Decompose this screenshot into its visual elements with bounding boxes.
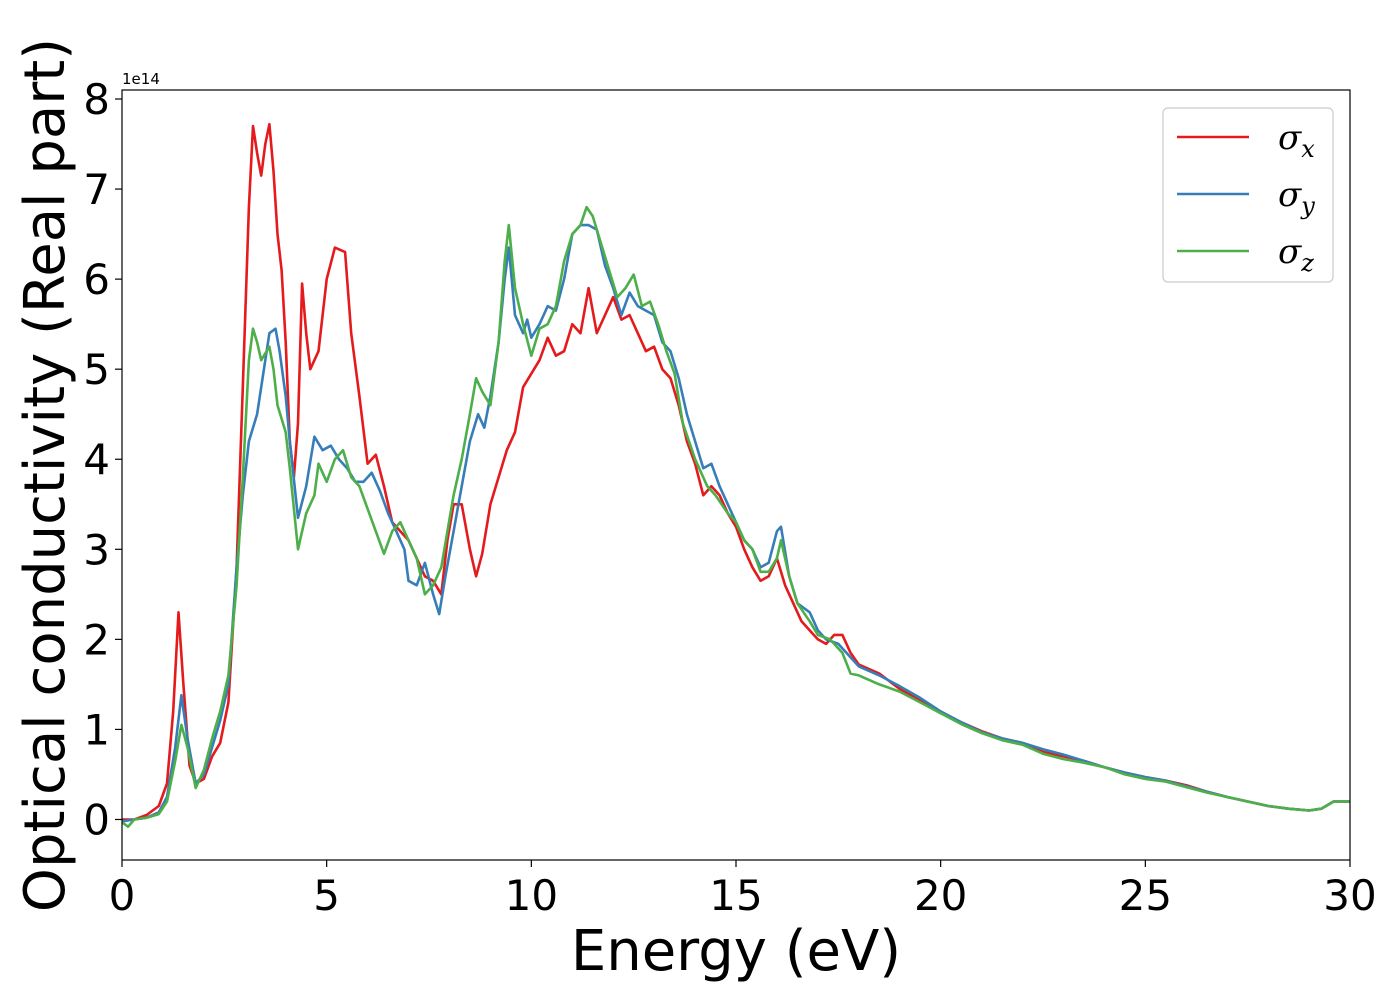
x-axis-title: Energy (eV) (571, 919, 901, 984)
y-tick-label: 8 (83, 75, 110, 124)
x-tick-label: 25 (1119, 871, 1172, 920)
y-tick-label: 6 (83, 255, 110, 304)
y-axis: 0 1 2 3 4 5 6 7 8 (83, 75, 122, 844)
x-tick-label: 15 (709, 871, 762, 920)
series-line-z (122, 205, 1350, 828)
legend-label-x: σx (1278, 118, 1315, 163)
y-tick-label: 5 (83, 345, 110, 394)
y-axis-title: Optical conductivity (Real part) (13, 38, 78, 912)
legend-label-z: σz (1278, 232, 1314, 277)
legend-symbol: σ (1278, 175, 1302, 215)
y-tick-label: 7 (83, 165, 110, 214)
series-layer (122, 122, 1350, 828)
y-tick-label: 4 (83, 435, 110, 484)
x-tick-label: 20 (914, 871, 967, 920)
y-tick-label: 0 (83, 795, 110, 844)
y-offset-label: 1e14 (122, 70, 160, 88)
y-tick-label: 1 (83, 705, 110, 754)
x-tick-label: 30 (1323, 871, 1376, 920)
legend-subscript: y (1300, 192, 1315, 220)
legend-subscript: z (1300, 249, 1314, 277)
x-tick-label: 0 (109, 871, 136, 920)
legend-label-y: σy (1278, 175, 1315, 220)
legend-symbol: σ (1278, 118, 1302, 158)
x-tick-label: 5 (313, 871, 340, 920)
x-axis: 0 5 10 15 20 25 30 (109, 860, 1377, 920)
x-tick-label: 10 (505, 871, 558, 920)
series-line-y (122, 223, 1350, 823)
legend-symbol: σ (1278, 232, 1302, 272)
y-tick-label: 3 (83, 525, 110, 574)
plot-area-background (122, 90, 1350, 860)
y-tick-label: 2 (83, 615, 110, 664)
legend-subscript: x (1301, 135, 1315, 163)
